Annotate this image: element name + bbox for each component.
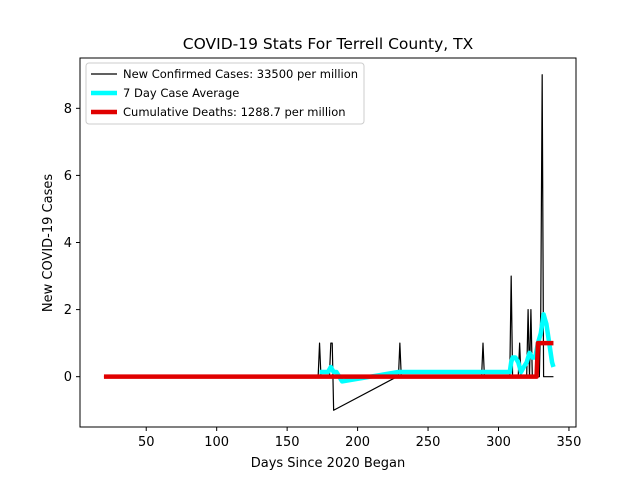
legend-box <box>85 62 365 125</box>
y-tick-label: 0 <box>64 370 72 385</box>
x-axis-ticks: 50 100 150 200 250 300 350 <box>138 427 581 450</box>
y-tick-label: 6 <box>64 169 72 184</box>
y-axis-label: New COVID-19 Cases <box>41 174 56 312</box>
series-line-cumulative-deaths <box>103 340 554 379</box>
x-tick-label: 150 <box>275 435 300 450</box>
legend-label-7-day-average: 7 Day Case Average <box>123 86 239 100</box>
plot-lines <box>103 74 556 411</box>
x-tick-label: 50 <box>138 435 155 450</box>
series-line-new-cases <box>103 74 554 411</box>
y-tick-label: 8 <box>64 102 72 117</box>
x-tick-label: 250 <box>416 435 441 450</box>
legend: New Confirmed Cases: 33500 per million 7… <box>85 62 365 125</box>
chart-title: COVID-19 Stats For Terrell County, TX <box>183 35 474 53</box>
x-tick-label: 300 <box>486 435 511 450</box>
x-tick-label: 100 <box>204 435 229 450</box>
legend-label-new-cases: New Confirmed Cases: 33500 per million <box>123 67 358 81</box>
x-tick-label: 350 <box>557 435 582 450</box>
y-axis-ticks: 0 2 4 6 8 <box>64 102 80 385</box>
y-tick-label: 2 <box>64 303 72 318</box>
y-tick-label: 4 <box>64 236 72 251</box>
legend-label-cumulative-deaths: Cumulative Deaths: 1288.7 per million <box>123 105 346 119</box>
x-axis-label: Days Since 2020 Began <box>251 456 406 471</box>
series-line-7-day-average <box>319 312 556 384</box>
x-tick-label: 200 <box>345 435 370 450</box>
